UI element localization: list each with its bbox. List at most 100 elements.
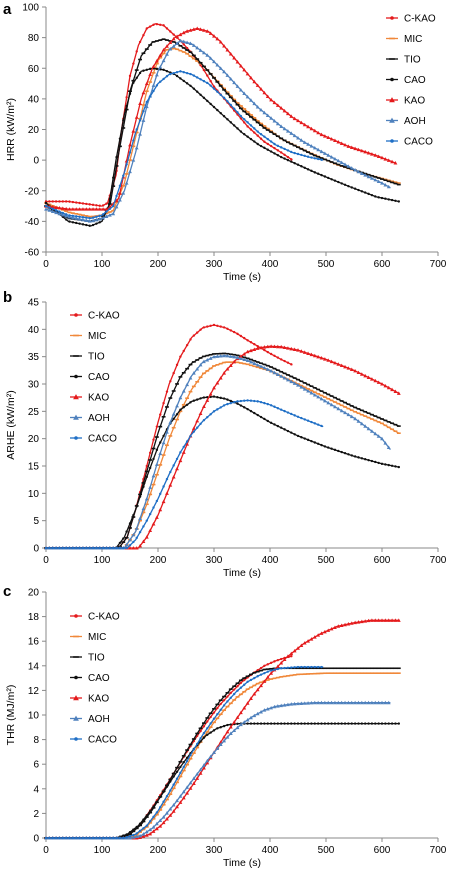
data-point — [366, 375, 371, 379]
data-point — [202, 763, 206, 767]
data-point — [253, 131, 256, 134]
chart-panel-a: a 0 100 200 300 400 500 600 700 -60 -40 -20 0 20 40 60 8… — [3, 1, 447, 283]
y-tick-label: 30 — [28, 380, 40, 391]
data-point — [88, 216, 91, 220]
data-point — [255, 105, 260, 109]
data-point — [302, 701, 307, 705]
data-point — [246, 121, 249, 124]
data-point — [85, 223, 88, 227]
data-point — [74, 207, 79, 211]
data-point — [91, 836, 95, 840]
data-point — [172, 783, 175, 786]
data-point — [172, 775, 175, 778]
data-point — [202, 725, 206, 728]
legend-marker — [74, 374, 78, 379]
data-point — [343, 183, 347, 186]
data-point — [330, 178, 333, 181]
data-point — [98, 214, 101, 218]
data-point — [165, 785, 169, 788]
data-point — [122, 119, 125, 122]
data-point — [359, 171, 364, 175]
data-point — [333, 138, 337, 142]
data-point — [262, 110, 267, 115]
data-point — [366, 700, 371, 705]
data-point — [232, 720, 237, 724]
panel-letter: c — [3, 583, 11, 600]
data-point — [222, 353, 226, 358]
data-point — [104, 207, 109, 211]
data-point — [175, 403, 179, 408]
data-point — [132, 139, 135, 142]
data-point — [292, 116, 297, 121]
data-point — [364, 458, 367, 461]
data-point — [286, 666, 290, 669]
data-point — [107, 213, 112, 217]
data-point — [115, 546, 118, 550]
data-point — [276, 407, 280, 410]
data-point — [112, 836, 115, 840]
data-point — [387, 198, 390, 201]
data-point — [246, 125, 249, 128]
data-point — [77, 217, 82, 221]
data-point — [279, 344, 284, 349]
data-point — [84, 207, 89, 211]
data-point — [370, 618, 374, 622]
data-point — [263, 135, 266, 138]
data-point — [44, 836, 48, 840]
data-point — [118, 541, 122, 545]
data-point — [154, 515, 159, 519]
data-point — [182, 765, 185, 769]
data-point — [259, 144, 263, 148]
data-point — [356, 419, 361, 423]
data-point — [279, 106, 284, 110]
data-point — [262, 679, 267, 683]
data-point — [229, 103, 232, 107]
data-point — [165, 44, 169, 48]
data-point — [279, 661, 284, 665]
data-point — [306, 124, 310, 129]
data-point — [134, 526, 139, 530]
data-point — [353, 416, 358, 421]
data-point — [236, 722, 239, 725]
data-point — [88, 546, 91, 550]
data-point — [306, 639, 310, 643]
data-point — [316, 665, 320, 669]
data-point — [171, 809, 176, 813]
series-caco — [44, 665, 324, 840]
data-point — [172, 417, 175, 421]
y-tick-label: 100 — [22, 3, 39, 14]
data-point — [70, 207, 75, 211]
data-point — [283, 153, 286, 156]
data-point — [290, 158, 293, 161]
data-point — [353, 146, 358, 151]
data-point — [81, 202, 85, 205]
data-point — [357, 188, 360, 192]
series-cao — [44, 722, 400, 840]
data-point — [306, 389, 310, 393]
data-point — [51, 207, 54, 211]
data-point — [336, 700, 341, 705]
data-point — [319, 631, 324, 635]
data-point — [148, 72, 153, 76]
data-point — [232, 354, 237, 359]
data-point — [222, 404, 226, 407]
data-point — [310, 722, 313, 725]
data-point — [212, 395, 216, 398]
data-point — [145, 464, 148, 468]
data-point — [377, 461, 380, 465]
data-point — [350, 454, 353, 457]
data-point — [272, 119, 277, 123]
data-point — [273, 668, 276, 671]
data-point — [252, 101, 257, 106]
data-point — [252, 347, 257, 351]
data-point — [138, 119, 142, 122]
data-point — [276, 144, 280, 148]
data-point — [292, 347, 297, 351]
data-point — [198, 48, 203, 52]
data-point — [68, 836, 71, 840]
data-point — [376, 700, 381, 705]
x-tick-label: 600 — [374, 259, 391, 270]
legend: C-KAO MIC TIO CAO KAO AOH CACO — [70, 612, 120, 746]
panel-letter: b — [3, 289, 12, 306]
data-point — [306, 722, 310, 725]
